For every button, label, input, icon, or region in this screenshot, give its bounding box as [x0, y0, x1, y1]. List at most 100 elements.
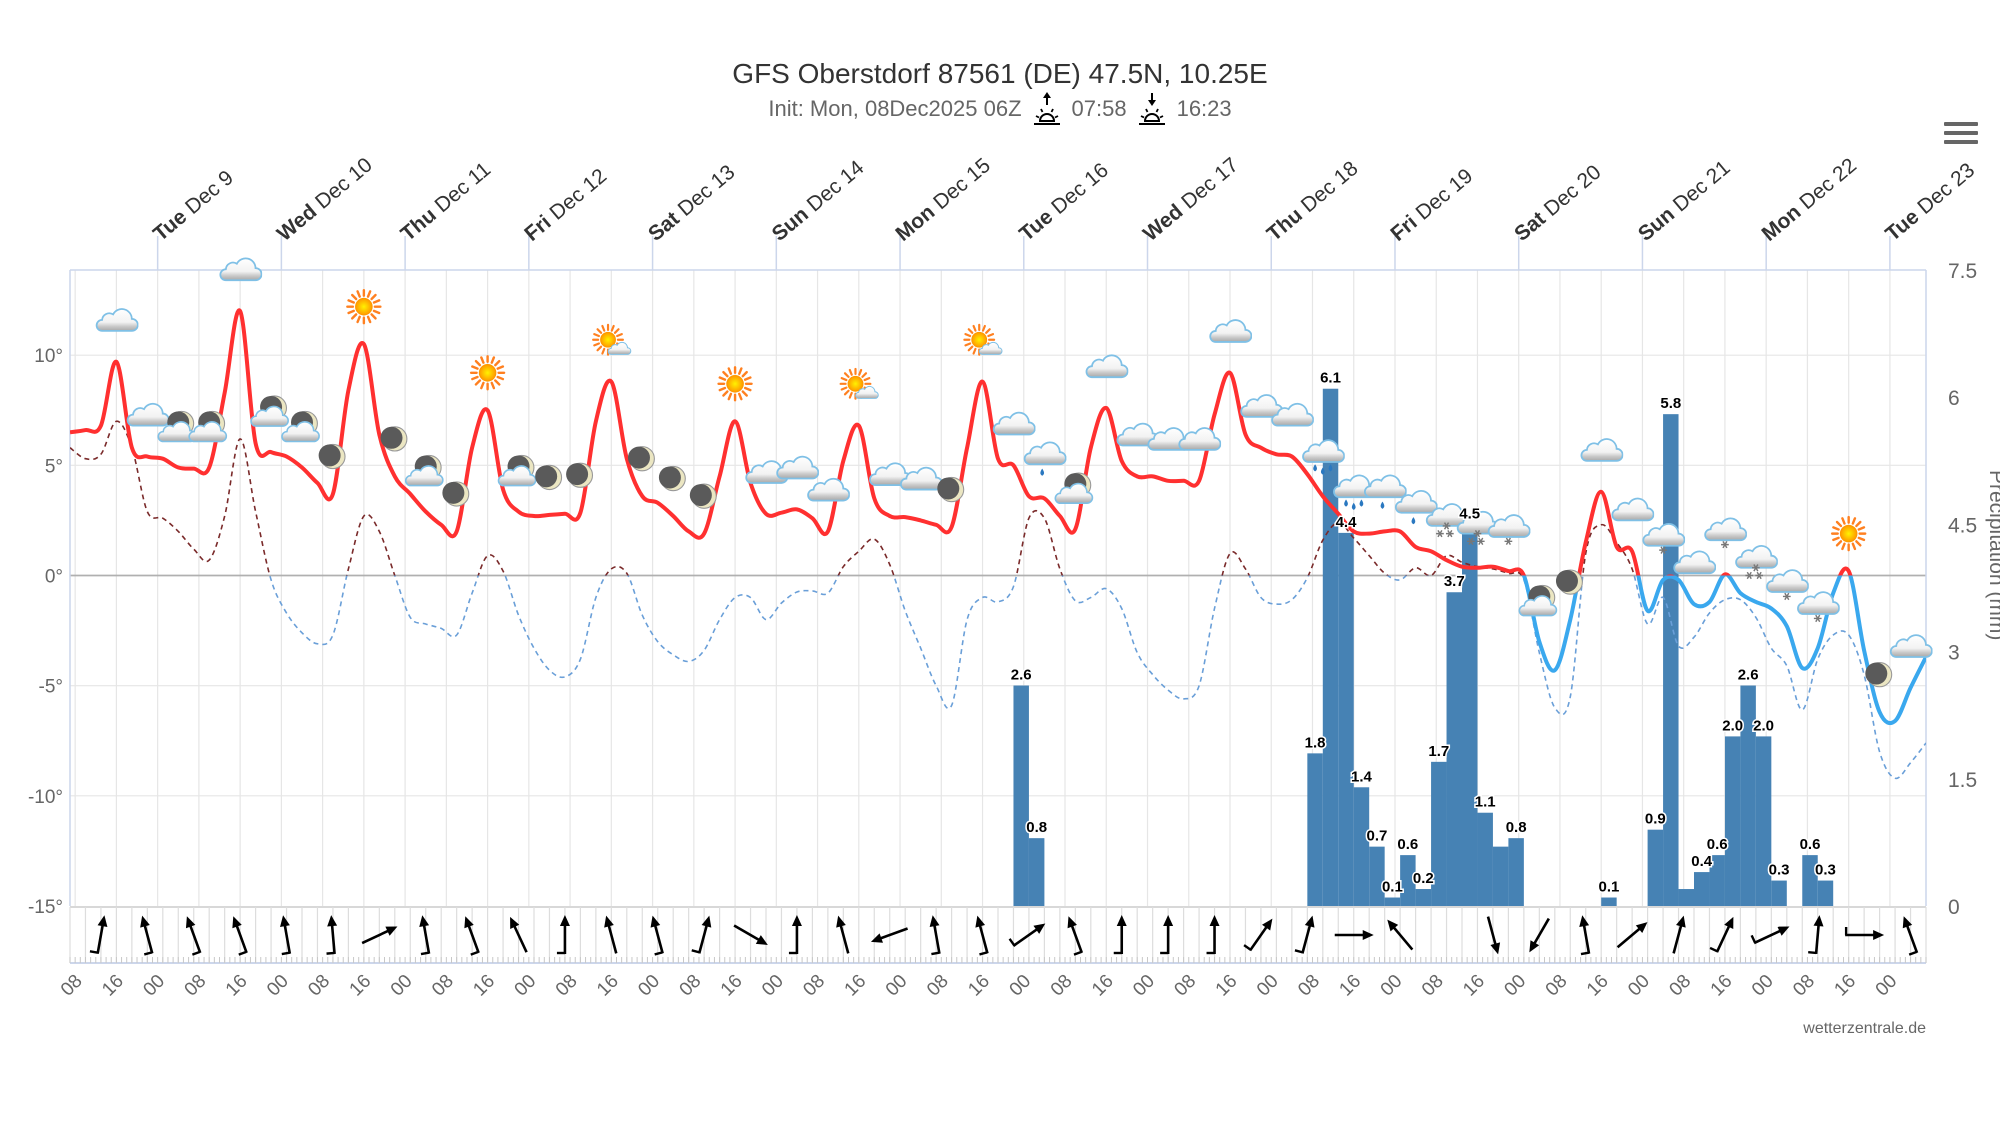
weather-cloud-icon — [1581, 439, 1622, 461]
day-label: FriDec 19 — [1386, 164, 1477, 246]
wind-arrow-icon — [1709, 916, 1734, 953]
hour-tick-label: 16 — [222, 971, 252, 1001]
weather-cloud-icon — [1179, 428, 1220, 450]
precipitation-label: 2.6 — [1738, 667, 1759, 684]
precipitation-bar — [1771, 880, 1787, 906]
day-label-date: Dec 17 — [1177, 153, 1243, 213]
weather-moon-cloud-icon — [1055, 473, 1092, 503]
hour-tick-label: 08 — [57, 971, 87, 1001]
day-label-weekday: Mon — [1758, 200, 1806, 245]
weather-cloud-icon — [808, 479, 849, 501]
weather-moon-cloud-icon — [406, 455, 443, 485]
weather-sun-cloud-icon — [593, 325, 631, 355]
weather-sun-cloud-icon — [964, 325, 1002, 355]
day-label-weekday: Sat — [644, 207, 684, 246]
day-label-weekday: Sun — [1634, 203, 1679, 246]
hour-tick-label: 00 — [139, 971, 169, 1001]
hour-tick-label: 00 — [1006, 971, 1036, 1001]
hour-tick-label: 00 — [1253, 971, 1283, 1001]
hour-tick-label: 08 — [676, 971, 706, 1001]
hamburger-menu-icon[interactable] — [1944, 122, 1978, 148]
wind-barb — [89, 950, 99, 954]
precipitation-label: 1.7 — [1428, 743, 1449, 760]
y-left-tick-label: 5° — [45, 456, 63, 477]
credit-text: wetterzentrale.de — [1803, 1020, 1926, 1037]
precipitation-bar — [1508, 838, 1524, 906]
precipitation-bar — [1369, 846, 1385, 906]
day-label: TueDec 9 — [149, 166, 238, 246]
wind-barb — [691, 949, 700, 954]
precipitation-label: 6.1 — [1320, 370, 1341, 387]
day-label: ThuDec 18 — [1263, 157, 1363, 246]
weather-cloud-icon — [901, 468, 942, 490]
wind-arrow-icon — [604, 915, 618, 954]
precipitation-bar — [1694, 872, 1710, 906]
day-label-date: Dec 14 — [803, 156, 869, 217]
sunset-icon — [1138, 93, 1165, 125]
day-label: SatDec 13 — [644, 161, 739, 246]
wind-arrow-icon — [650, 915, 664, 956]
hour-tick-label: 00 — [1872, 971, 1902, 1001]
hour-tick-label: 16 — [1088, 971, 1118, 1001]
precipitation-bar — [1802, 855, 1818, 906]
wind-arrow-icon — [1113, 915, 1127, 955]
weather-cloud-icon — [128, 404, 169, 426]
day-label-weekday: Fri — [1386, 211, 1421, 246]
wind-arrow-icon — [185, 916, 202, 956]
day-label-weekday: Tue — [1881, 205, 1923, 246]
wind-barb — [1580, 951, 1590, 956]
precipitation-bar — [1462, 524, 1478, 906]
wind-arrow-icon — [1902, 916, 1919, 956]
day-label-weekday: Sun — [768, 203, 813, 246]
wind-barb — [326, 951, 335, 955]
hour-tick-label: 00 — [1377, 971, 1407, 1001]
precipitation-bar — [1353, 787, 1370, 906]
wind-arrow-icon — [326, 915, 338, 955]
precipitation-label: 4.5 — [1459, 505, 1480, 522]
wind-arrow-icon — [929, 915, 941, 956]
day-label: SatDec 20 — [1510, 161, 1605, 246]
hour-tick-label: 16 — [1583, 971, 1613, 1001]
precipitation-label: 0.7 — [1367, 828, 1388, 845]
day-label-weekday: Sat — [1510, 207, 1550, 246]
precipitation-bar — [1817, 880, 1834, 906]
day-label-weekday: Thu — [397, 203, 441, 245]
weather-moon-cloud-icon — [1519, 585, 1556, 615]
hour-tick-label: 16 — [964, 971, 994, 1001]
precipitation-label: 0.1 — [1599, 879, 1620, 896]
wind-arrow-icon — [419, 915, 431, 956]
weather-cloud-icon — [220, 258, 261, 280]
weather-symbols — [97, 258, 1932, 686]
wind-arrow-icon — [870, 927, 909, 943]
wind-arrow-icon — [140, 915, 154, 956]
y-right-tick-label: 1.5 — [1948, 769, 1977, 792]
precipitation-bar — [1013, 685, 1029, 906]
wind-barb — [931, 951, 940, 956]
hour-tick-label: 08 — [552, 971, 582, 1001]
day-label-date: Dec 13 — [674, 161, 740, 221]
weather-moon-cloud-icon — [189, 411, 226, 441]
wind-arrow-icon — [1808, 915, 1824, 955]
init-time: Init: Mon, 08Dec2025 06Z — [768, 96, 1022, 121]
day-label-weekday: Wed — [1139, 200, 1187, 246]
weather-cloud-icon — [1612, 499, 1653, 521]
wind-arrow-icon — [975, 915, 989, 956]
day-label-weekday: Tue — [1015, 205, 1057, 246]
precipitation-bar — [1338, 532, 1354, 906]
weather-sun-cloud-icon — [841, 369, 879, 399]
day-label: TueDec 16 — [1015, 159, 1113, 246]
weather-cloud-icon — [994, 413, 1035, 435]
wind-arrow-icon — [1067, 916, 1084, 956]
weather-light-rain-icon — [1025, 442, 1066, 475]
day-label: WedDec 10 — [273, 153, 377, 246]
hour-tick-label: 00 — [758, 971, 788, 1001]
y-right-tick-label: 0 — [1948, 896, 1960, 919]
wind-arrow-icon — [1160, 915, 1174, 955]
wind-barb — [191, 950, 201, 956]
precipitation-label: 0.6 — [1397, 836, 1418, 853]
temperature-lines — [70, 308, 1926, 780]
weather-snow-icon — [1736, 546, 1777, 579]
hour-tick-label: 00 — [1500, 971, 1530, 1001]
hour-tick-label: 16 — [1707, 971, 1737, 1001]
